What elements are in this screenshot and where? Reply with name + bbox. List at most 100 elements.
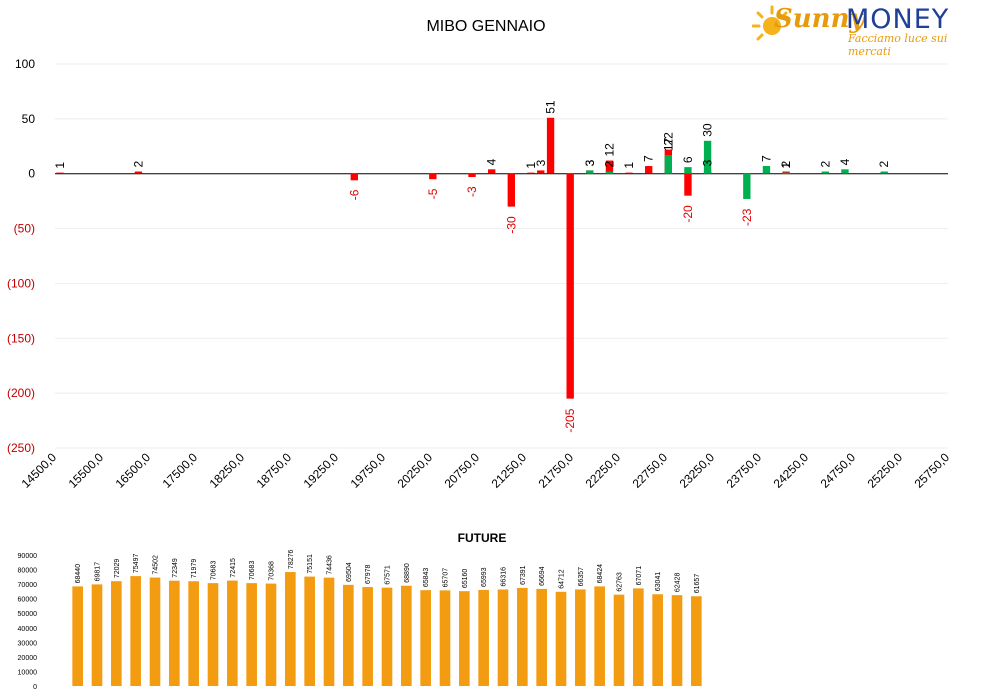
future-bar bbox=[594, 586, 605, 686]
future-bar bbox=[478, 589, 489, 686]
data-label: 1 bbox=[53, 162, 67, 169]
future-data-label: 75151 bbox=[307, 554, 314, 574]
future-data-label: 69817 bbox=[95, 562, 102, 582]
x-tick-label: 25250,0 bbox=[865, 450, 906, 491]
future-bar bbox=[517, 587, 528, 686]
chart-title: MIBO GENNAIO bbox=[426, 18, 545, 35]
future-bar bbox=[246, 583, 257, 686]
future-bar bbox=[497, 589, 509, 686]
y-tick-label: 50 bbox=[22, 112, 36, 126]
bar bbox=[537, 170, 545, 174]
data-label: 51 bbox=[544, 100, 558, 114]
data-label: 3 bbox=[701, 159, 715, 166]
future-y-tick-label: 80000 bbox=[18, 568, 38, 575]
future-data-label: 64712 bbox=[559, 569, 566, 589]
bar bbox=[645, 166, 653, 174]
bar bbox=[546, 117, 555, 174]
future-bar bbox=[575, 589, 586, 686]
bar bbox=[684, 173, 692, 196]
future-bar bbox=[149, 577, 161, 686]
future-bar bbox=[343, 584, 354, 686]
x-tick-label: 25750,0 bbox=[912, 450, 953, 491]
bar bbox=[703, 140, 712, 174]
future-data-label: 72415 bbox=[230, 558, 237, 578]
x-tick-label: 14500,0 bbox=[19, 450, 60, 491]
x-tick-label: 18250,0 bbox=[207, 450, 248, 491]
data-label: -5 bbox=[426, 188, 440, 199]
bar bbox=[782, 172, 790, 174]
data-label: -30 bbox=[504, 216, 518, 234]
future-y-tick-label: 10000 bbox=[18, 669, 38, 676]
x-tick-label: 21750,0 bbox=[536, 450, 577, 491]
data-label: 2 bbox=[877, 161, 891, 168]
future-bar bbox=[304, 576, 315, 686]
x-tick-label: 24750,0 bbox=[818, 450, 859, 491]
x-tick-label: 15500,0 bbox=[66, 450, 107, 491]
x-tick-label: 24250,0 bbox=[771, 450, 812, 491]
future-data-label: 65160 bbox=[462, 569, 469, 589]
future-bar bbox=[207, 583, 219, 686]
future-data-label: 72349 bbox=[172, 558, 179, 578]
future-bar bbox=[652, 594, 663, 686]
data-label: 3 bbox=[583, 159, 597, 166]
future-data-label: 62428 bbox=[675, 573, 682, 593]
future-bar bbox=[555, 591, 567, 686]
bar bbox=[821, 171, 830, 174]
future-bar bbox=[633, 588, 644, 686]
future-chart-title: FUTURE bbox=[458, 531, 507, 545]
data-label: 2 bbox=[131, 161, 145, 168]
y-tick-label: (100) bbox=[7, 276, 35, 290]
future-data-labels: 68440 69817 72029 75497 74502 72349 71979 70683… bbox=[75, 549, 701, 593]
data-label: 17 bbox=[661, 137, 675, 151]
data-label: 7 bbox=[642, 155, 656, 162]
y-tick-label: (200) bbox=[7, 386, 35, 400]
bar bbox=[566, 173, 574, 399]
brand-name-sunny: Sunny bbox=[774, 4, 865, 34]
future-bar bbox=[227, 580, 238, 686]
future-data-label: 66357 bbox=[578, 567, 585, 587]
x-tick-label: 20750,0 bbox=[442, 450, 483, 491]
y-tick-label: (250) bbox=[7, 441, 35, 455]
x-tick-label: 19250,0 bbox=[301, 450, 342, 491]
data-label: 1 bbox=[779, 162, 793, 169]
future-bar bbox=[420, 590, 431, 686]
future-y-axis: 0 10000 20000 30000 40000 50000 60000 70000 8000… bbox=[18, 553, 38, 690]
future-data-label: 71979 bbox=[191, 559, 198, 579]
data-label: 1 bbox=[622, 162, 636, 169]
y-tick-label: (150) bbox=[7, 331, 35, 345]
future-y-tick-label: 20000 bbox=[18, 655, 38, 662]
bar bbox=[664, 155, 673, 174]
future-data-label: 66316 bbox=[501, 567, 508, 587]
bar bbox=[507, 173, 515, 207]
bar bbox=[684, 167, 692, 174]
data-label: 7 bbox=[759, 155, 773, 162]
future-y-tick-label: 50000 bbox=[18, 611, 38, 618]
future-data-label: 67978 bbox=[365, 564, 372, 584]
sun-icon bbox=[752, 5, 788, 41]
future-y-tick-label: 60000 bbox=[18, 597, 38, 604]
data-label: 1 bbox=[524, 162, 538, 169]
data-label: 12 bbox=[602, 143, 616, 157]
future-bar bbox=[671, 595, 683, 686]
bar bbox=[134, 171, 143, 174]
data-label: 3 bbox=[583, 159, 597, 166]
data-label: 22 bbox=[661, 132, 675, 146]
x-tick-label: 16500,0 bbox=[113, 450, 154, 491]
future-bar bbox=[613, 594, 625, 686]
grid-lines bbox=[55, 63, 948, 449]
future-data-label: 68890 bbox=[404, 563, 411, 583]
data-label: 2 bbox=[602, 161, 616, 168]
bar bbox=[605, 160, 614, 174]
future-bar bbox=[401, 585, 412, 686]
data-label: 2 bbox=[779, 161, 793, 168]
future-data-label: 67571 bbox=[385, 565, 392, 585]
future-data-label: 62763 bbox=[617, 572, 624, 592]
data-label: -3 bbox=[465, 186, 479, 197]
data-label: -6 bbox=[347, 189, 361, 200]
data-label: 4 bbox=[485, 158, 499, 165]
future-data-label: 70683 bbox=[211, 561, 218, 581]
data-label: 4 bbox=[838, 158, 852, 165]
future-y-tick-label: 0 bbox=[33, 684, 37, 690]
future-data-label: 65843 bbox=[423, 568, 430, 588]
future-data-label: 66694 bbox=[539, 566, 546, 586]
